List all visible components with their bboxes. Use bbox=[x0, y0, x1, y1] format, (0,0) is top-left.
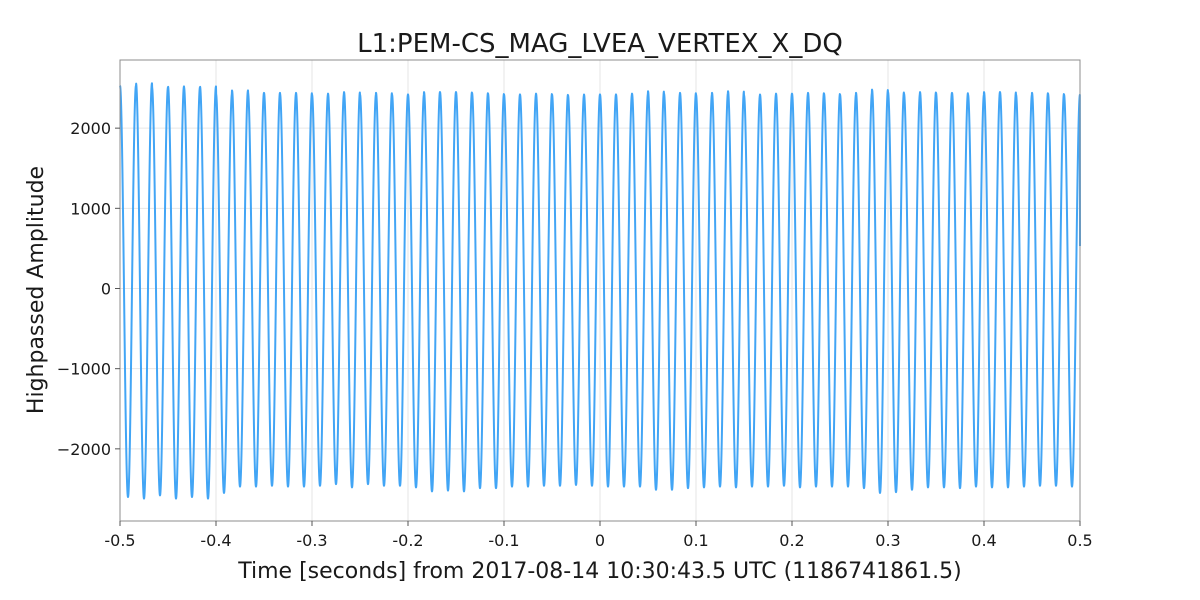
x-tick-label: 0.2 bbox=[779, 531, 804, 550]
x-tick-label: -0.1 bbox=[488, 531, 519, 550]
y-tick-label: −1000 bbox=[57, 360, 111, 379]
x-tick-label: 0 bbox=[595, 531, 605, 550]
y-tick-label: 0 bbox=[101, 279, 111, 298]
x-axis: -0.5 -0.4 -0.3 -0.2 -0.1 0 0.1 0.2 0.3 0.4 0.5 bbox=[104, 521, 1093, 550]
series-line bbox=[119, 82, 1081, 500]
y-axis: −2000 −1000 0 1000 2000 bbox=[57, 119, 120, 459]
grid bbox=[119, 60, 1081, 521]
chart-title: L1:PEM-CS_MAG_LVEA_VERTEX_X_DQ bbox=[357, 29, 843, 59]
x-tick-label: -0.3 bbox=[296, 531, 327, 550]
x-tick-label: 0.5 bbox=[1067, 531, 1092, 550]
y-tick-label: −2000 bbox=[57, 440, 111, 459]
y-tick-label: 2000 bbox=[70, 119, 111, 138]
x-tick-label: 0.1 bbox=[683, 531, 708, 550]
y-axis-label: Highpassed Amplitude bbox=[24, 166, 49, 414]
x-tick-label: -0.4 bbox=[200, 531, 231, 550]
x-axis-label: Time [seconds] from 2017-08-14 10:30:43.… bbox=[237, 559, 961, 584]
x-tick-label: -0.2 bbox=[392, 531, 423, 550]
series-layer bbox=[119, 82, 1081, 500]
x-tick-label: 0.4 bbox=[971, 531, 996, 550]
x-tick-label: 0.3 bbox=[875, 531, 900, 550]
y-tick-label: 1000 bbox=[70, 199, 111, 218]
x-tick-label: -0.5 bbox=[104, 531, 135, 550]
